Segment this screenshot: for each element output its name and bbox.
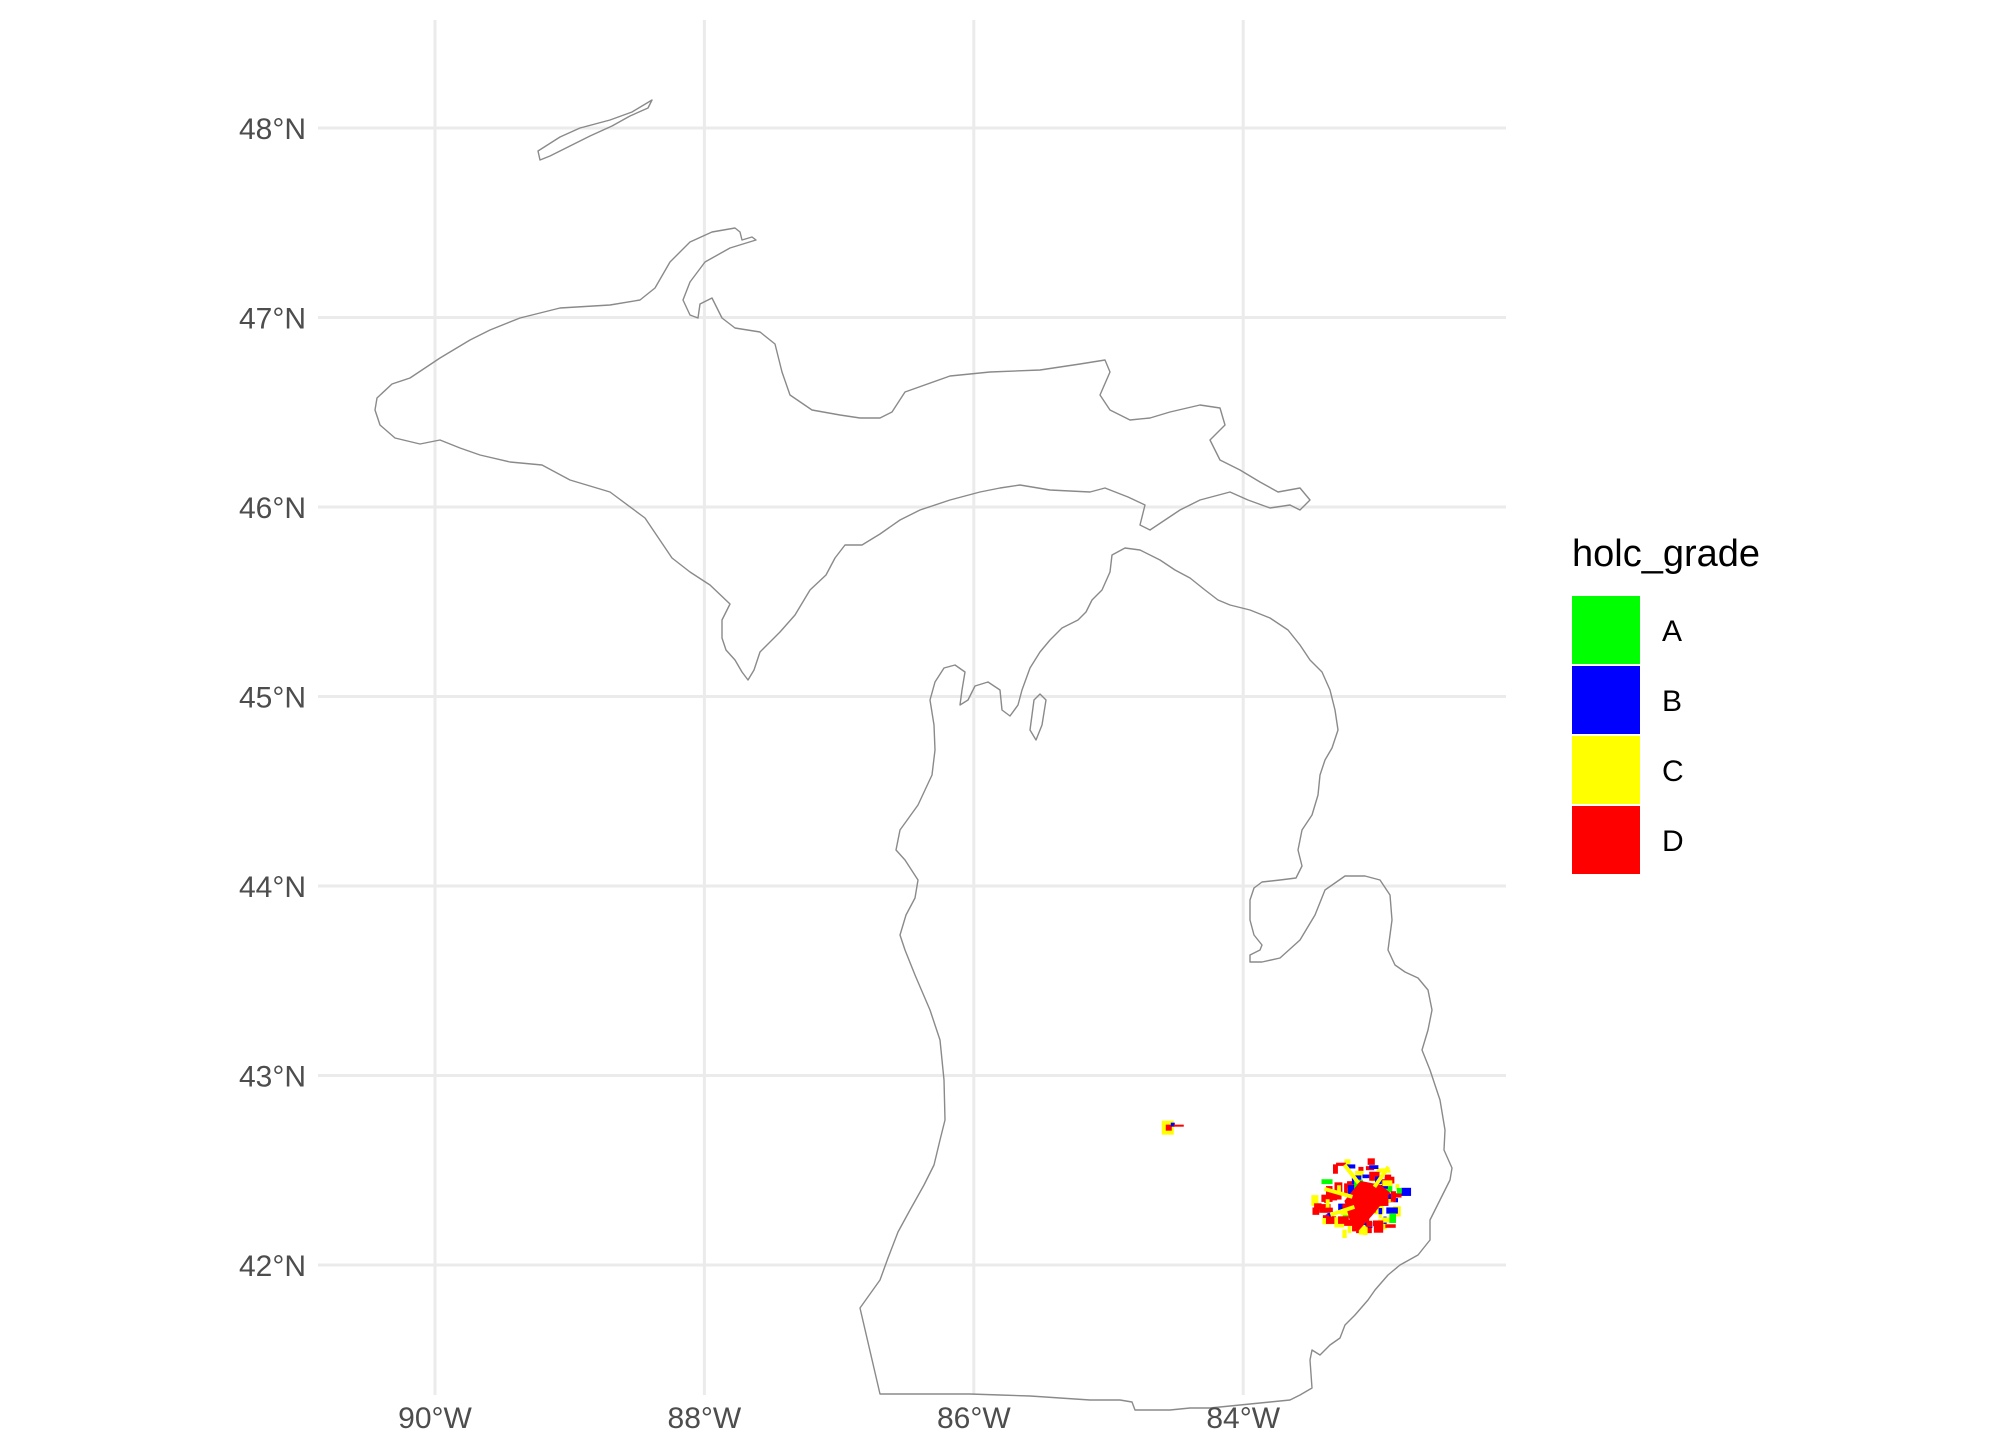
- holc-block-b: [1369, 1165, 1378, 1169]
- holc-block-a: [1397, 1188, 1402, 1193]
- x-tick-label: 90°W: [398, 1402, 472, 1435]
- holc-block-d: [1174, 1125, 1184, 1127]
- holc-block-b: [1386, 1207, 1398, 1213]
- lower-peninsula: [860, 548, 1452, 1410]
- y-tick-label: 43°N: [239, 1061, 306, 1094]
- holc-block-d: [1338, 1216, 1349, 1224]
- legend: holc_grade A B C D: [1572, 533, 1760, 874]
- y-tick-label: 46°N: [239, 492, 306, 525]
- michigan-outline: [375, 100, 1452, 1410]
- holc-block-b: [1379, 1208, 1383, 1214]
- y-tick-label: 47°N: [239, 303, 306, 336]
- axis-labels: 90°W 88°W 86°W 84°W 48°N 47°N 46°N 45°N 44°N 43°N…: [239, 113, 1281, 1435]
- holc-block-d: [1391, 1191, 1396, 1202]
- holc-block-b: [1401, 1188, 1411, 1196]
- holc-block-d: [1373, 1220, 1383, 1226]
- legend-label-d: D: [1662, 825, 1684, 858]
- beaver-island: [1030, 694, 1046, 740]
- holc-block-d: [1368, 1158, 1375, 1165]
- holc-block-d: [1385, 1224, 1395, 1228]
- x-tick-label: 88°W: [668, 1402, 742, 1435]
- holc-block-d: [1366, 1221, 1372, 1227]
- holc-block-a: [1389, 1213, 1396, 1223]
- legend-label-c: C: [1662, 755, 1684, 788]
- holc-block-c: [1348, 1226, 1352, 1233]
- x-tick-label: 84°W: [1206, 1402, 1280, 1435]
- holc-block-d: [1374, 1225, 1383, 1232]
- legend-label-a: A: [1662, 615, 1682, 648]
- holc-block-d: [1314, 1203, 1321, 1209]
- isle-royale: [538, 100, 652, 160]
- legend-swatch-c: [1572, 736, 1640, 804]
- holc-block-d: [1326, 1208, 1333, 1212]
- holc-areas: [1162, 1121, 1411, 1238]
- legend-swatch-d: [1572, 806, 1640, 874]
- y-tick-label: 44°N: [239, 871, 306, 904]
- y-tick-label: 48°N: [239, 113, 306, 146]
- x-tick-label: 86°W: [937, 1402, 1011, 1435]
- holc-block-a: [1321, 1179, 1332, 1184]
- legend-title: holc_grade: [1572, 533, 1760, 575]
- legend-swatch-b: [1572, 666, 1640, 734]
- y-tick-label: 42°N: [239, 1250, 306, 1283]
- holc-block-c: [1382, 1180, 1392, 1186]
- holc-block-c: [1342, 1230, 1346, 1238]
- y-tick-label: 45°N: [239, 682, 306, 715]
- legend-label-b: B: [1662, 685, 1682, 718]
- holc-block-c: [1326, 1199, 1330, 1208]
- holc-block-d: [1344, 1183, 1348, 1193]
- upper-peninsula: [375, 228, 1310, 680]
- legend-swatch-a: [1572, 596, 1640, 664]
